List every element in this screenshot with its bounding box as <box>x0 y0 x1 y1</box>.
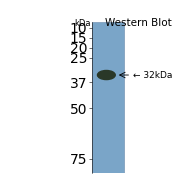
Text: kDa: kDa <box>74 19 91 28</box>
Ellipse shape <box>97 71 115 80</box>
Bar <box>92 22 124 173</box>
Text: Western Blot: Western Blot <box>105 18 172 28</box>
Text: ← 32kDa: ← 32kDa <box>133 71 172 80</box>
